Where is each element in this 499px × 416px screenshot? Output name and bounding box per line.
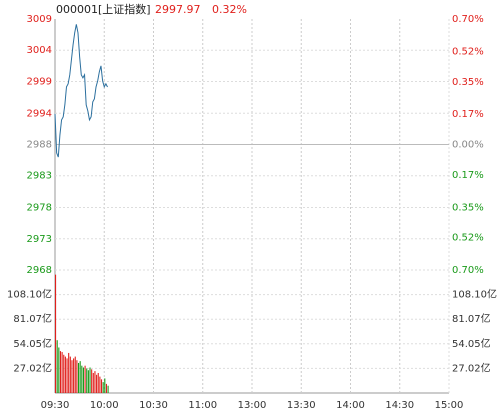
y-tick-label: 2988 bbox=[27, 140, 52, 151]
y-tick-label: 108.10亿 bbox=[7, 288, 52, 301]
volume-bar bbox=[104, 378, 106, 393]
x-tick-label: 10:30 bbox=[139, 400, 168, 411]
volume-bar bbox=[96, 374, 98, 393]
x-tick-label: 09:30 bbox=[41, 400, 70, 411]
y2-tick-label: 0.00% bbox=[452, 140, 484, 151]
stock-price: 2997.97 bbox=[155, 3, 201, 16]
x-tick-label: 13:30 bbox=[287, 400, 316, 411]
y2-tick-label: 0.35% bbox=[452, 77, 484, 88]
x-tick-label: 14:00 bbox=[336, 400, 365, 411]
volume-bar bbox=[107, 385, 109, 393]
y2-tick-label: 0.17% bbox=[452, 170, 484, 181]
volume-bar bbox=[100, 379, 103, 393]
volume-bar bbox=[82, 367, 85, 393]
y-tick-label: 2968 bbox=[27, 265, 52, 276]
y-tick-label: 3009 bbox=[27, 14, 52, 25]
volume-bar bbox=[84, 365, 86, 393]
volume-bar bbox=[74, 356, 76, 393]
volume-bar bbox=[87, 370, 89, 393]
volume-bar bbox=[97, 372, 99, 393]
y2-tick-label: 0.70% bbox=[452, 14, 484, 25]
y-tick-label: 2978 bbox=[27, 203, 52, 214]
y-tick-label: 27.02亿 bbox=[452, 361, 491, 374]
y-tick-label: 108.10亿 bbox=[452, 288, 497, 301]
volume-bar bbox=[94, 371, 96, 393]
volume-bar bbox=[56, 340, 58, 393]
volume-bar bbox=[99, 376, 101, 393]
y-tick-label: 81.07亿 bbox=[13, 312, 52, 325]
y-tick-label: 2973 bbox=[27, 234, 52, 245]
y-tick-label: 2999 bbox=[27, 76, 52, 87]
volume-bar bbox=[66, 358, 68, 393]
volume-bar bbox=[91, 369, 93, 393]
volume-bar bbox=[92, 372, 94, 393]
volume-bar bbox=[71, 360, 73, 393]
y-tick-label: 27.02亿 bbox=[13, 361, 52, 374]
volume-bar bbox=[105, 383, 107, 393]
volume-bar bbox=[61, 352, 63, 393]
y2-tick-label: 0.35% bbox=[452, 202, 484, 213]
volume-bar bbox=[102, 382, 104, 393]
volume-bar bbox=[81, 365, 83, 393]
volume-bar bbox=[64, 356, 66, 393]
x-tick-label: 11:00 bbox=[188, 400, 217, 411]
x-tick-label: 15:00 bbox=[435, 400, 464, 411]
price-line bbox=[54, 24, 108, 158]
y2-tick-label: 0.70% bbox=[452, 265, 484, 276]
volume-bar bbox=[55, 274, 57, 393]
y-tick-label: 2994 bbox=[27, 108, 52, 119]
volume-bar bbox=[86, 368, 88, 393]
x-tick-label: 13:00 bbox=[238, 400, 267, 411]
volume-bar bbox=[79, 361, 81, 393]
stock-code: 000001[上证指数] bbox=[56, 2, 151, 16]
volume-bar bbox=[68, 352, 70, 393]
y2-tick-label: 0.52% bbox=[452, 233, 484, 244]
volume-bar bbox=[77, 362, 80, 393]
x-tick-label: 10:00 bbox=[90, 400, 119, 411]
volume-bar bbox=[58, 347, 60, 393]
y-tick-label: 54.05亿 bbox=[13, 337, 52, 350]
y2-tick-label: 0.17% bbox=[452, 109, 484, 120]
volume-bar bbox=[89, 367, 91, 393]
volume-bar bbox=[59, 351, 62, 393]
y2-tick-label: 0.52% bbox=[452, 46, 484, 57]
y-tick-label: 54.05亿 bbox=[452, 337, 491, 350]
y-tick-label: 81.07亿 bbox=[452, 312, 491, 325]
y-tick-label: 2983 bbox=[27, 171, 52, 182]
volume-bar bbox=[73, 358, 75, 393]
y-tick-label: 3004 bbox=[27, 45, 52, 56]
x-tick-label: 14:30 bbox=[385, 400, 414, 411]
volume-bar bbox=[76, 360, 78, 393]
volume-bar bbox=[63, 354, 65, 393]
stock-change: 0.32% bbox=[212, 3, 247, 16]
volume-bar bbox=[69, 356, 71, 393]
